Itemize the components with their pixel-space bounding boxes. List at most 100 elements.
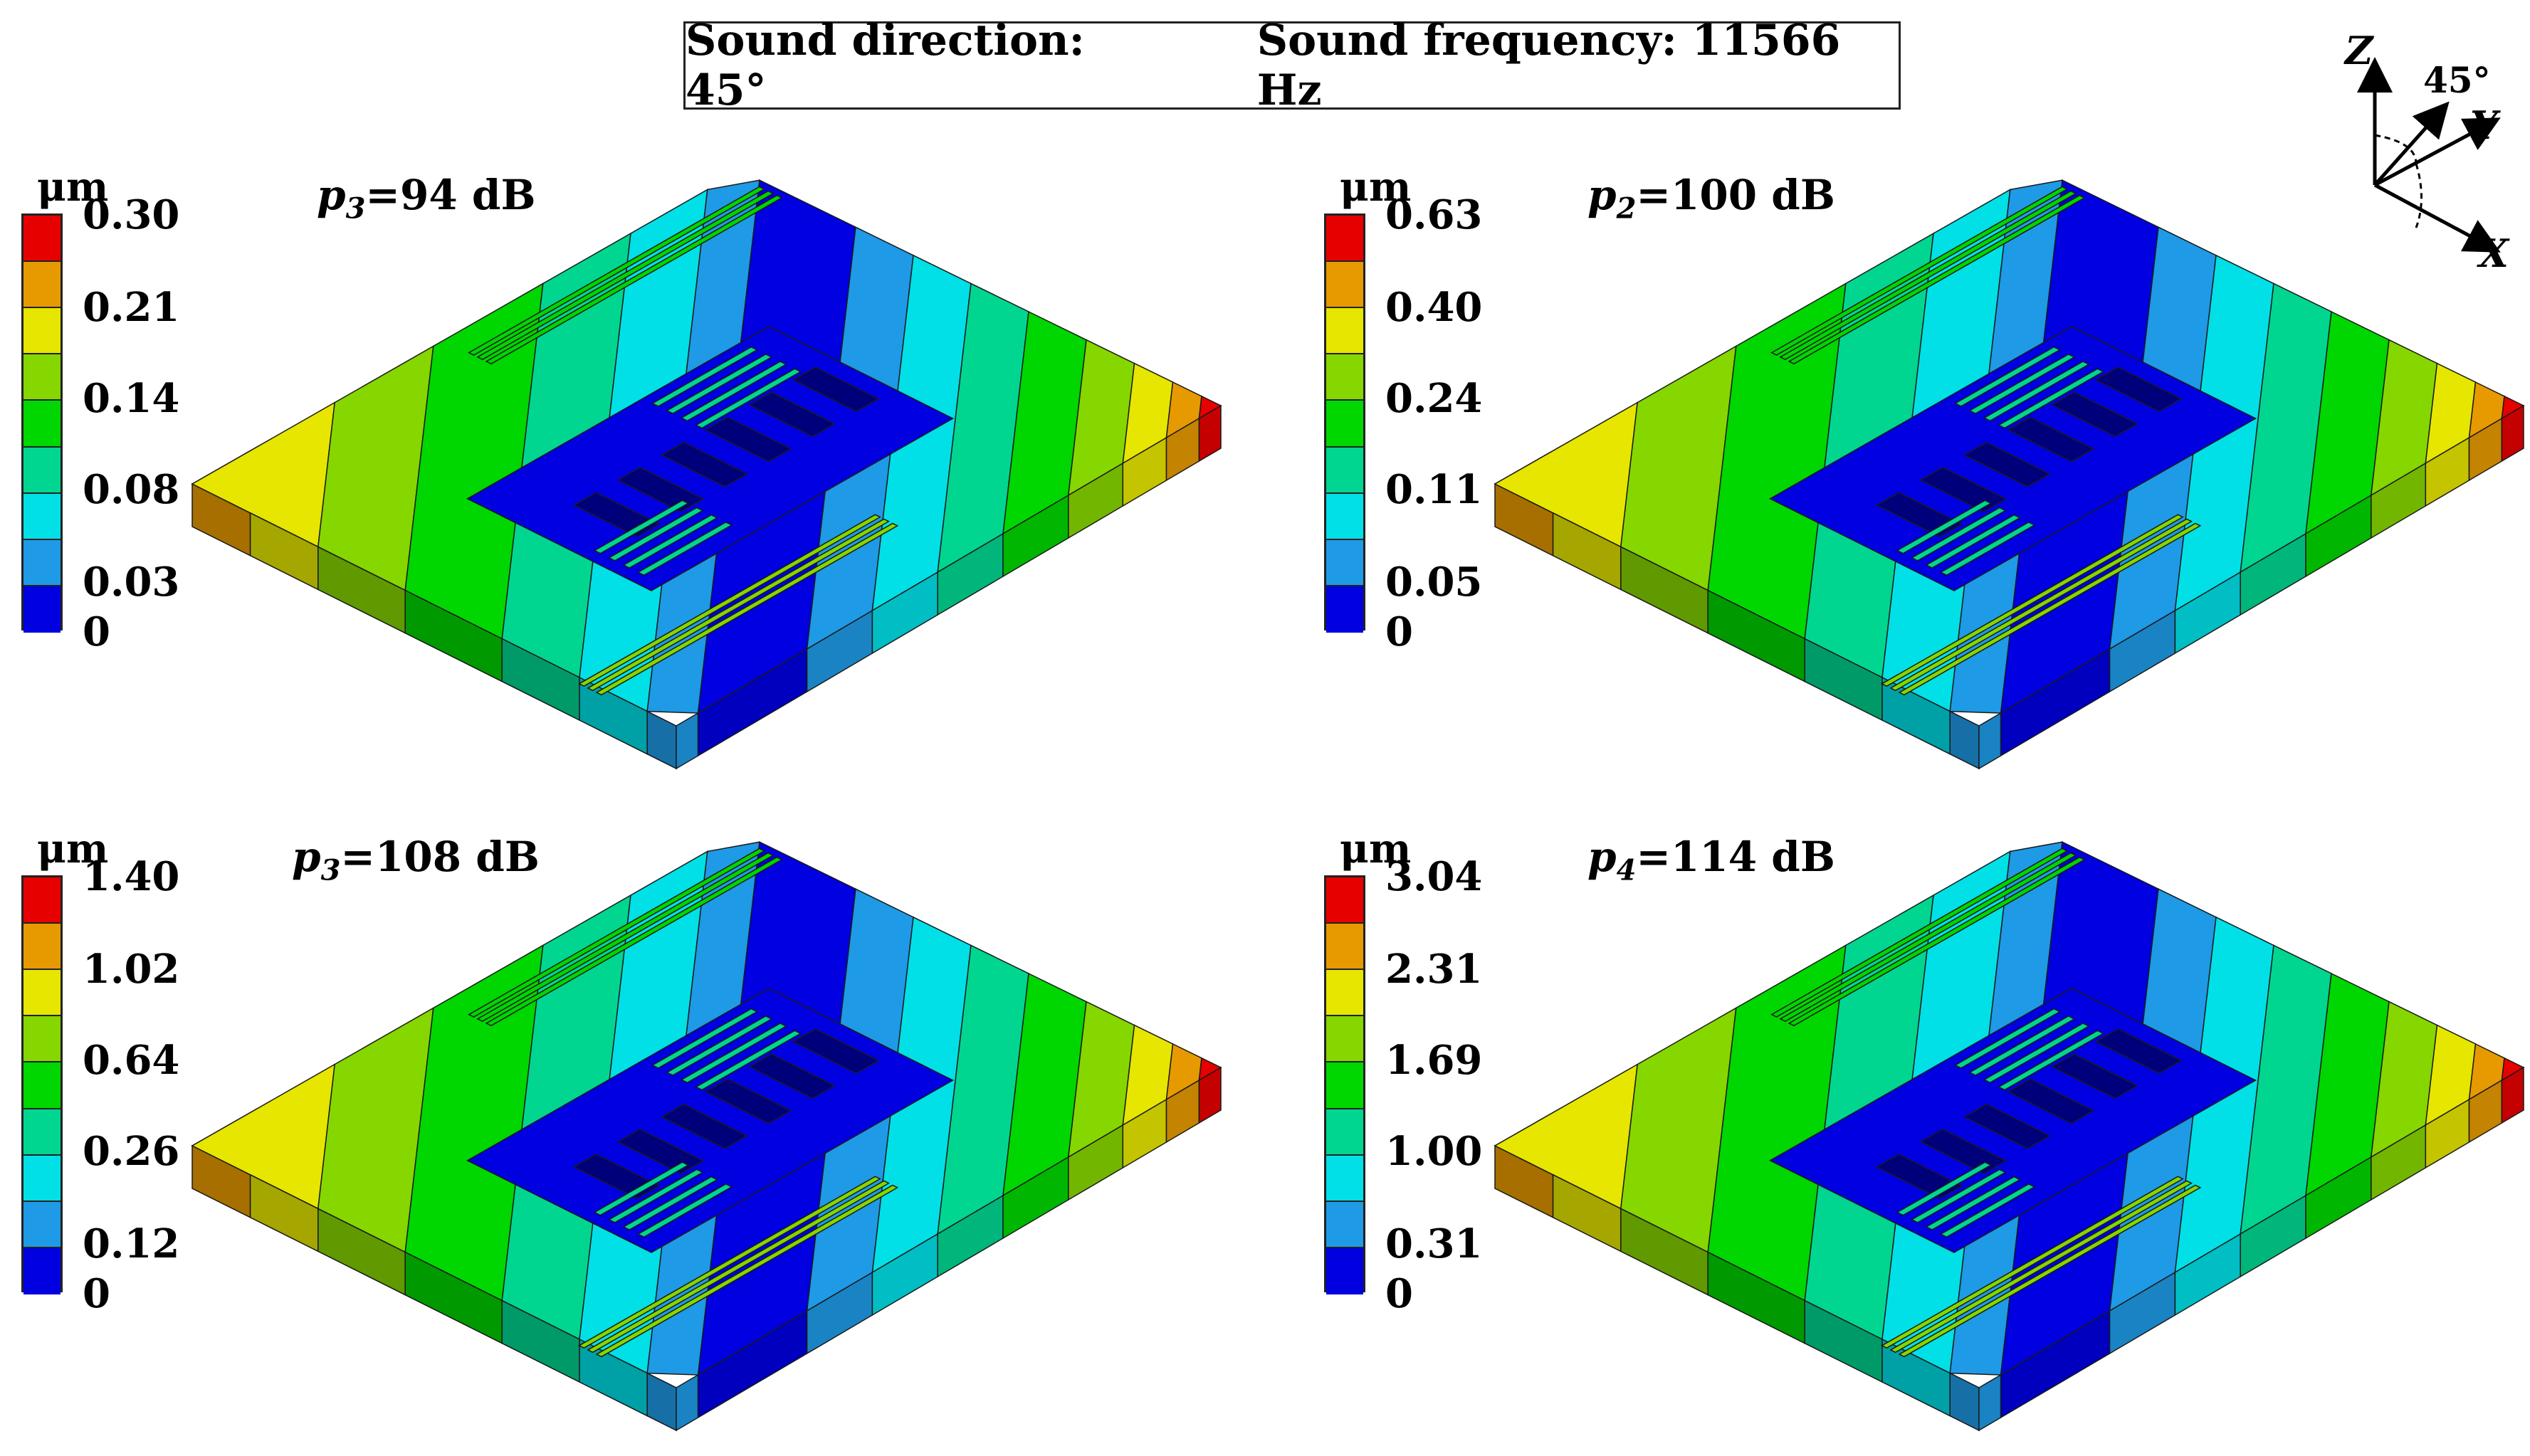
legend-swatch xyxy=(23,308,61,355)
legend-swatch xyxy=(1326,1201,1363,1248)
legend-tick-label: 0.63 xyxy=(1385,191,1483,238)
comb-finger xyxy=(593,500,690,554)
legend-tick-label: 1.69 xyxy=(1385,1037,1483,1084)
comb-finger xyxy=(1968,353,2076,414)
angle-label: 45° xyxy=(2423,59,2491,101)
plate-side-face xyxy=(676,712,699,770)
panel-label: p3=94 dB xyxy=(317,171,536,226)
axis-triad: Z Y X 45° xyxy=(2331,21,2516,278)
proof-mass-slot xyxy=(661,441,748,487)
proof-mass-slot xyxy=(2007,1078,2095,1124)
spring-beam xyxy=(1881,514,2184,687)
comb-finger xyxy=(1911,507,2007,561)
header-box: Sound direction: 45° Sound frequency: 11… xyxy=(683,16,1901,115)
legend-swatch xyxy=(1326,1062,1363,1109)
x-axis-label: X xyxy=(2477,231,2510,276)
legend-unit: μm xyxy=(37,164,109,211)
spring-beam xyxy=(485,856,783,1027)
spring-beam xyxy=(595,522,899,696)
spring-beam xyxy=(485,194,783,365)
device-3d-model xyxy=(1494,841,2525,1432)
legend-swatch xyxy=(1326,970,1363,1017)
legend-swatch xyxy=(23,1016,61,1063)
comb-finger xyxy=(1954,346,2061,407)
spring-beam xyxy=(468,848,766,1018)
legend-swatch xyxy=(23,216,61,263)
panel-bottom-left: μm 1.40 1.02 0.64 0.26 0.12 0 p3=108 dB xyxy=(0,825,1253,1456)
legend-swatch xyxy=(23,924,61,971)
comb-finger xyxy=(666,353,773,414)
legend-bar xyxy=(1324,875,1365,1294)
legend-tick-label: 0 xyxy=(1385,1270,1413,1317)
comb-finger xyxy=(1983,1023,2090,1084)
legend-swatch xyxy=(1326,924,1363,971)
legend-swatch xyxy=(1326,216,1363,263)
device-3d-model xyxy=(1494,179,2525,770)
legend-swatch xyxy=(1326,447,1363,494)
axis-triad-svg: Z Y X 45° xyxy=(2343,28,2510,276)
legend-tick-label: 3.04 xyxy=(1385,853,1483,900)
comb-finger xyxy=(622,1176,718,1230)
legend-unit: μm xyxy=(37,825,109,872)
legend-tick-label: 0.26 xyxy=(83,1128,180,1175)
legend-swatch xyxy=(23,1201,61,1248)
legend-tick-label: 0.40 xyxy=(1385,284,1483,331)
plate-side-face xyxy=(1978,1373,2002,1432)
plate-side-face xyxy=(1198,1066,1222,1124)
comb-finger xyxy=(593,1161,690,1216)
comb-finger xyxy=(1968,1015,2076,1076)
plate-side-face xyxy=(2501,404,2524,463)
proof-mass-slot xyxy=(2095,366,2183,412)
comb-finger xyxy=(1983,361,2090,422)
legend-swatch xyxy=(1326,308,1363,355)
spring-beam xyxy=(1779,190,2077,360)
spring-beam xyxy=(476,190,775,360)
legend-bar xyxy=(21,213,63,633)
legend-swatch xyxy=(1326,1109,1363,1156)
spring-beam xyxy=(1889,518,2193,692)
spring-beam xyxy=(1788,194,2086,365)
panel-label: p4=114 dB xyxy=(1587,833,1835,887)
spring-beam xyxy=(1770,848,2069,1018)
spring-beam xyxy=(1788,856,2086,1027)
legend-tick-label: 1.40 xyxy=(83,853,180,900)
sound-frequency-label: Sound frequency: 11566 Hz xyxy=(1256,16,1841,115)
comb-finger xyxy=(651,1008,758,1069)
legend-swatch xyxy=(1326,877,1363,924)
comb-finger xyxy=(636,1183,733,1238)
comb-finger xyxy=(1954,1008,2061,1069)
legend-tick-label: 0.24 xyxy=(1385,375,1483,422)
legend-tick-label: 2.31 xyxy=(1385,946,1483,993)
angle-arc-2 xyxy=(2415,163,2423,228)
spring-beam xyxy=(595,1184,899,1358)
comb-finger xyxy=(695,1030,802,1091)
comb-finger xyxy=(608,1169,704,1223)
comb-finger xyxy=(1911,1169,2007,1223)
proof-mass-slot xyxy=(661,1103,748,1149)
proof-mass-slot xyxy=(792,366,880,412)
comb-finger xyxy=(608,507,704,561)
legend-tick-label: 0.12 xyxy=(83,1220,180,1267)
spring-beam xyxy=(578,514,881,687)
plate-side-face xyxy=(646,1372,677,1432)
legend-swatch xyxy=(23,401,61,448)
legend-swatch xyxy=(23,1247,61,1294)
legend-swatch xyxy=(1326,401,1363,448)
comb-finger xyxy=(1896,500,1993,554)
spring-beam xyxy=(587,1180,891,1354)
legend-tick-label: 0.30 xyxy=(83,191,180,238)
spring-beam xyxy=(1889,1180,2193,1354)
legend-swatch xyxy=(23,586,61,633)
x-axis-line xyxy=(2373,183,2501,253)
comb-finger xyxy=(680,1023,787,1084)
proof-mass-slot xyxy=(1963,1103,2051,1149)
panel-top-left: μm 0.30 0.21 0.14 0.08 0.03 0 p3=94 dB xyxy=(0,164,1253,797)
legend-tick-label: 0 xyxy=(83,1270,110,1317)
device-3d-model xyxy=(191,179,1222,770)
legend-tick-label: 0 xyxy=(83,608,110,655)
legend-swatch xyxy=(23,970,61,1017)
legend-swatch xyxy=(1326,354,1363,401)
plate-side-face xyxy=(676,1373,699,1432)
legend-swatch xyxy=(23,1109,61,1156)
spring-beam xyxy=(1770,186,2069,356)
